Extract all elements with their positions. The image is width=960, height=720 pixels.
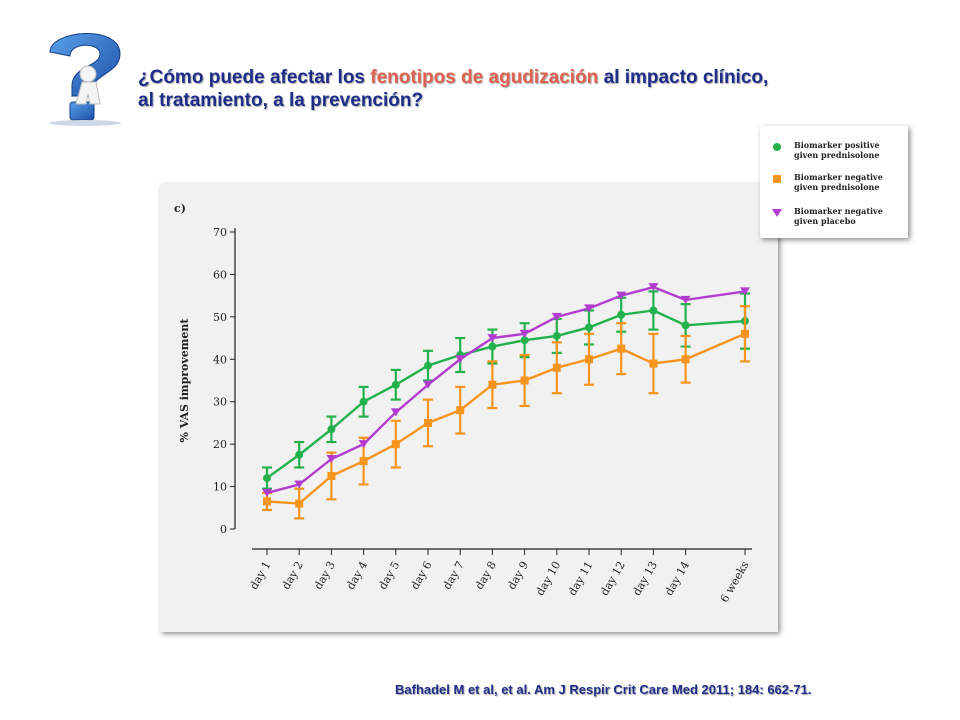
data-point	[741, 329, 749, 338]
data-point	[358, 440, 369, 449]
data-point	[295, 450, 304, 459]
data-point	[617, 344, 626, 353]
legend-label: Biomarker negative given placebo	[794, 206, 883, 226]
data-point	[520, 376, 529, 385]
data-point	[262, 488, 272, 497]
data-point	[327, 425, 336, 434]
heading-line-1: ¿Cómo puede afectar los fenotipos de agu…	[138, 66, 898, 89]
citation: Bafhadel M et al, et al. Am J Respir Cri…	[395, 682, 812, 697]
data-point	[424, 418, 432, 427]
slide-heading: ¿Cómo puede afectar los fenotipos de agu…	[138, 66, 898, 112]
data-point	[584, 304, 594, 313]
data-point	[391, 440, 400, 449]
question-mark-figure-icon	[49, 33, 121, 126]
data-point	[616, 291, 627, 300]
data-point	[326, 454, 337, 463]
y-tick-label: 20	[213, 438, 227, 451]
data-point	[585, 355, 593, 364]
green-circle-icon	[773, 143, 781, 151]
heading-line-1-post: al impacto clínico,	[598, 67, 769, 88]
data-point	[424, 361, 432, 370]
chart-background	[160, 184, 778, 632]
legend-label: Biomarker positive given prednisolone	[794, 140, 880, 160]
data-point	[520, 336, 529, 345]
y-tick-label: 30	[213, 396, 227, 409]
y-tick-label: 40	[213, 353, 227, 366]
data-point	[740, 287, 750, 296]
y-axis-label: % VAS improvement	[178, 318, 191, 443]
data-point	[552, 363, 561, 372]
data-point	[456, 406, 465, 415]
data-point	[681, 355, 690, 364]
question-mark-logo	[30, 22, 140, 127]
data-point	[680, 295, 691, 304]
data-point	[263, 497, 271, 506]
data-point	[487, 334, 498, 343]
purple-triangle-icon	[772, 209, 782, 217]
y-tick-label: 50	[213, 311, 227, 324]
data-point	[359, 457, 368, 466]
data-point	[423, 380, 433, 389]
data-point	[648, 283, 659, 292]
data-point	[551, 312, 562, 321]
data-point	[649, 359, 658, 368]
data-point	[263, 474, 271, 483]
y-tick-label: 60	[213, 268, 227, 281]
heading-line-1-pre: ¿Cómo puede afectar los	[138, 67, 371, 88]
data-point	[552, 331, 561, 340]
y-tick-label: 70	[213, 226, 227, 239]
data-point	[681, 321, 690, 330]
data-point	[519, 329, 530, 338]
heading-line-2: al tratamiento, a la prevención?	[138, 90, 424, 111]
panel-label: c)	[174, 202, 186, 215]
data-point	[455, 355, 466, 364]
orange-square-icon	[773, 175, 781, 183]
data-point	[488, 380, 497, 389]
data-point	[488, 342, 497, 351]
data-point	[585, 323, 593, 332]
legend-label: Biomarker negative given prednisolone	[794, 172, 883, 192]
data-point	[391, 380, 400, 389]
y-tick-label: 0	[220, 523, 227, 536]
data-point	[390, 408, 401, 417]
chart-legend: Biomarker positive given prednisolone Bi…	[760, 126, 908, 238]
data-point	[649, 306, 658, 315]
data-point	[295, 499, 304, 508]
heading-highlight: fenotipos de agudización	[370, 67, 599, 88]
data-point	[617, 310, 626, 319]
data-point	[327, 471, 336, 480]
data-point	[359, 397, 368, 406]
data-point	[294, 480, 305, 489]
y-tick-label: 10	[213, 481, 227, 494]
